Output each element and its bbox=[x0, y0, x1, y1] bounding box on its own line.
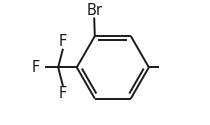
Text: F: F bbox=[31, 60, 39, 75]
Text: Br: Br bbox=[86, 2, 102, 18]
Text: F: F bbox=[59, 86, 67, 101]
Text: F: F bbox=[59, 34, 67, 49]
